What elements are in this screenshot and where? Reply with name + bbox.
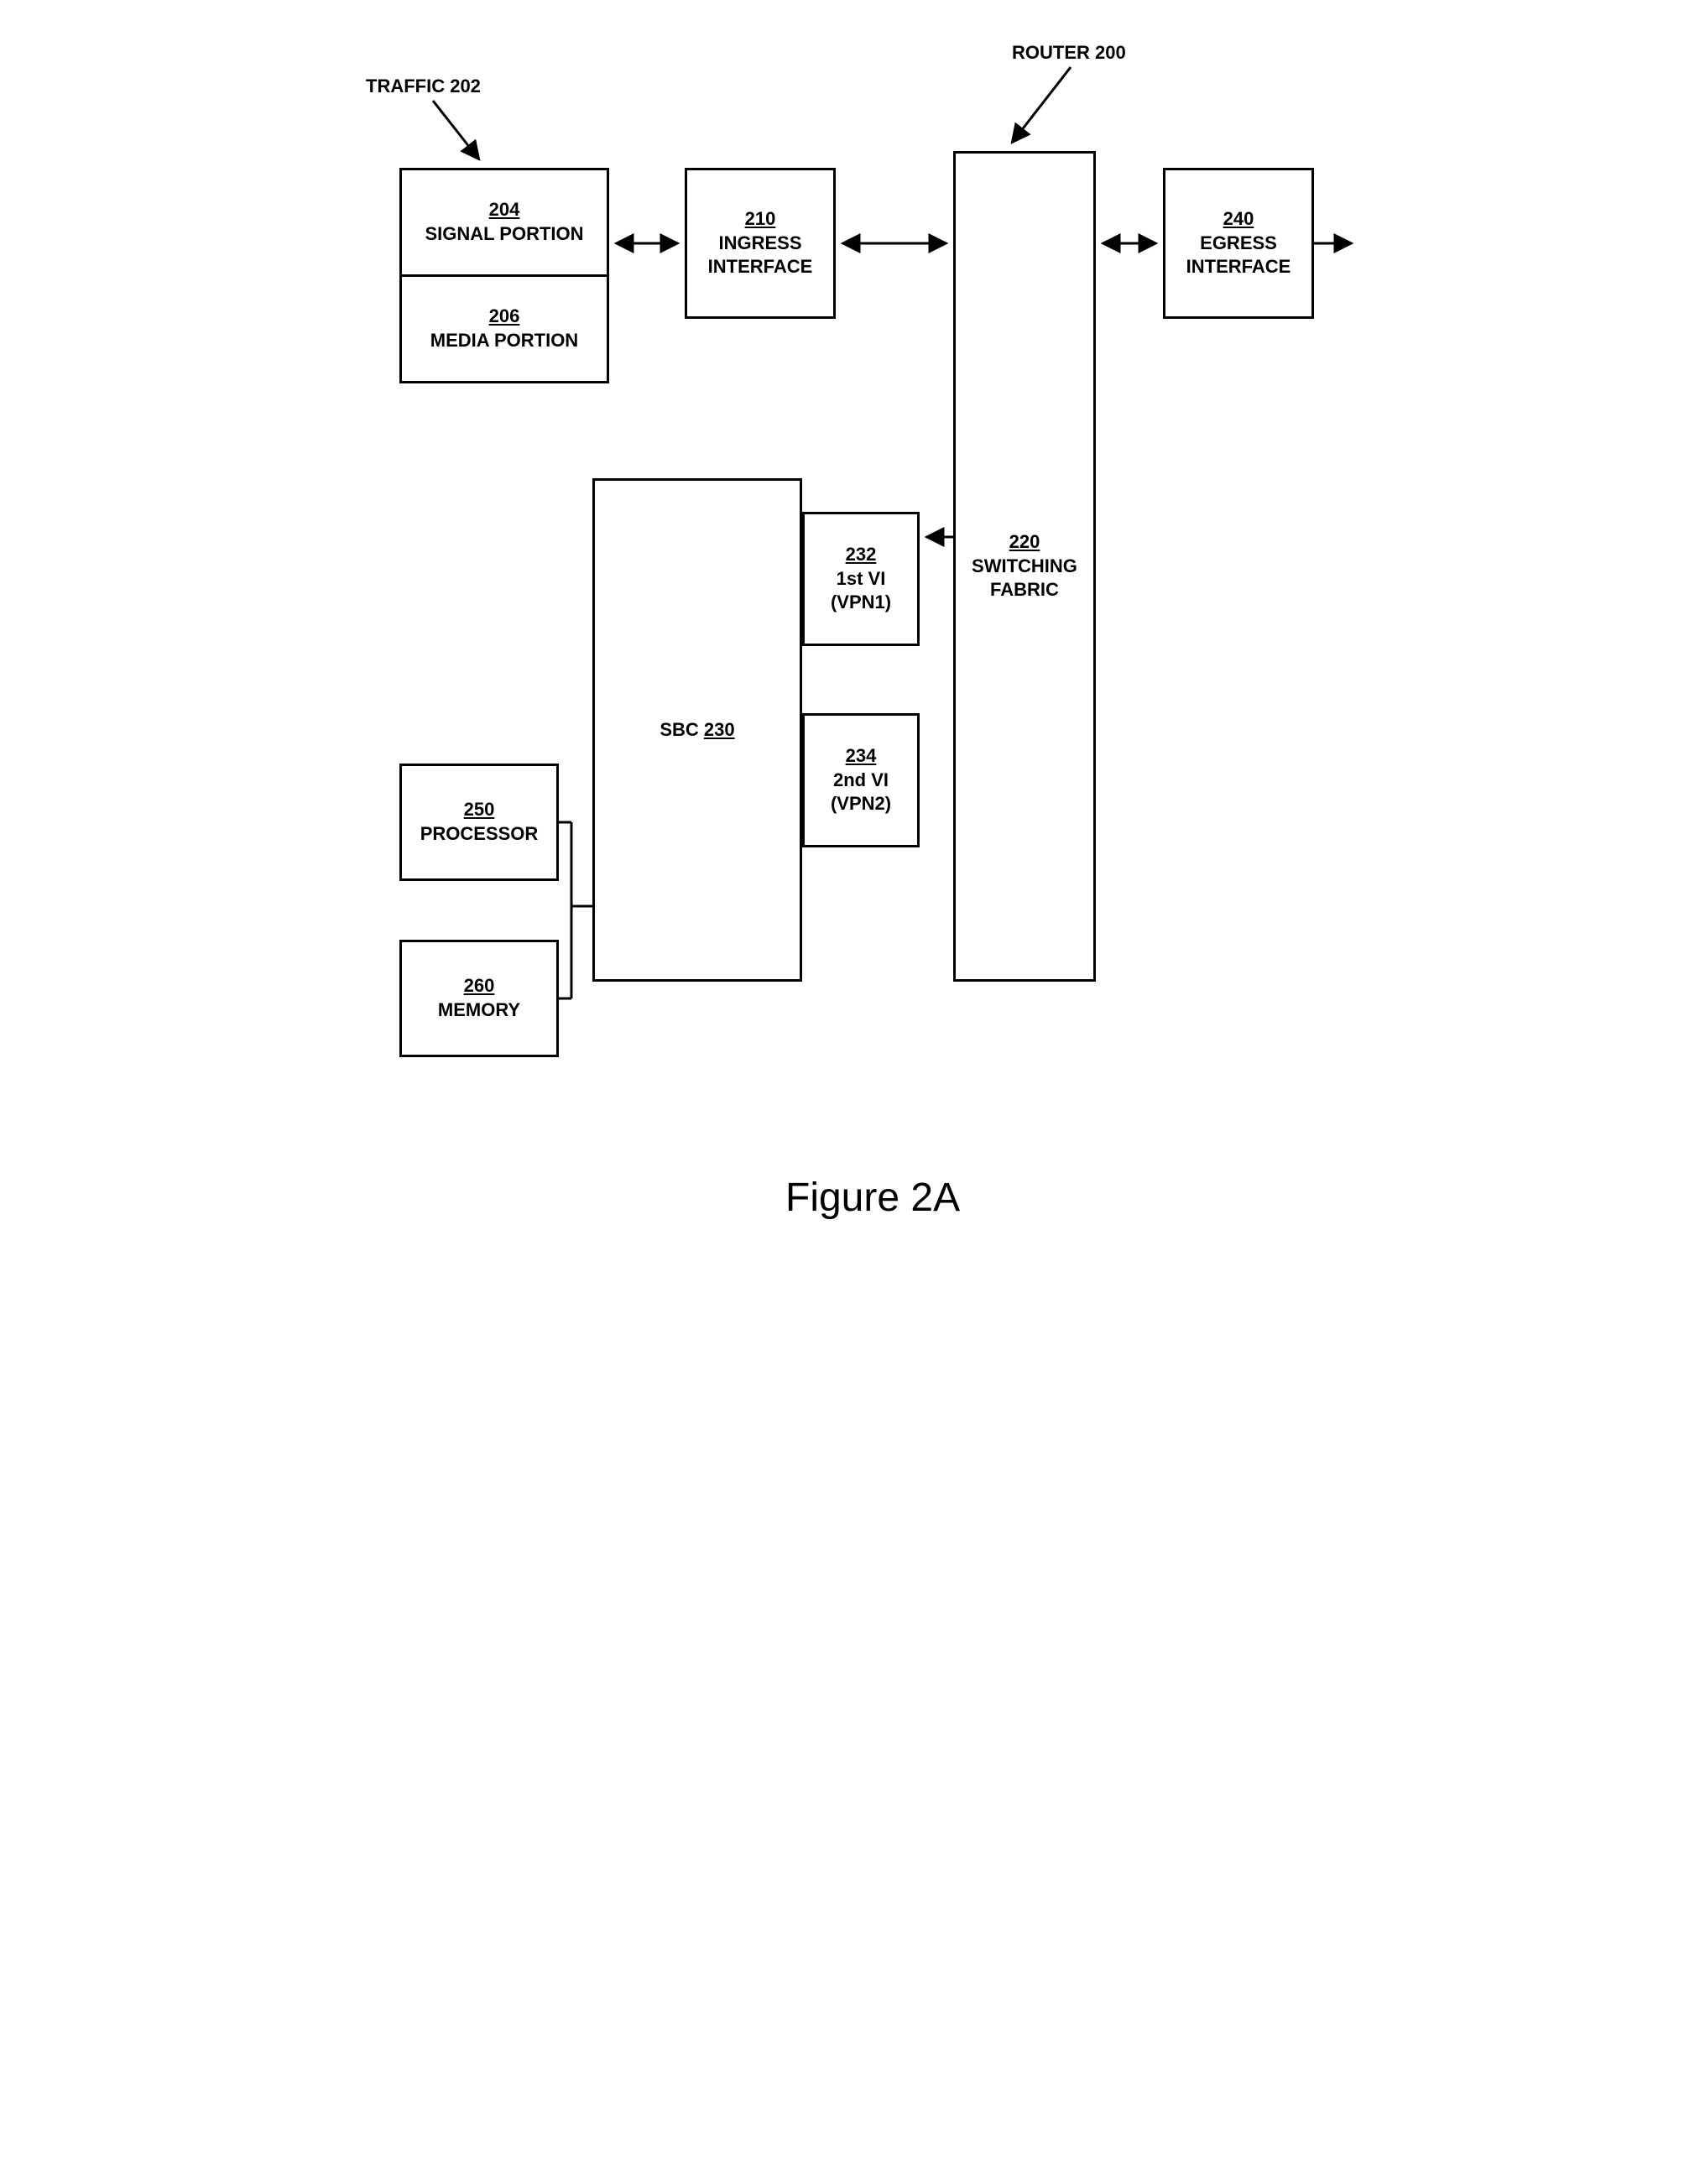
vi1-text2: (VPN1)	[831, 591, 891, 615]
traffic-label: TRAFFIC 202	[366, 76, 481, 97]
media-portion-box: 206 MEDIA PORTION	[399, 274, 609, 383]
egress-num: 240	[1223, 207, 1254, 232]
first-vi-box: 232 1st VI (VPN1)	[802, 512, 920, 646]
vi1-text1: 1st VI	[837, 567, 886, 592]
router-label: ROUTER 200	[1012, 42, 1126, 64]
processor-num: 250	[464, 798, 495, 822]
processor-text: PROCESSOR	[420, 822, 539, 847]
second-vi-box: 234 2nd VI (VPN2)	[802, 713, 920, 847]
memory-num: 260	[464, 974, 495, 998]
media-text: MEDIA PORTION	[430, 329, 578, 353]
egress-text: EGRESS INTERFACE	[1165, 232, 1311, 279]
traffic-pointer	[433, 101, 479, 159]
vi1-num: 232	[846, 543, 877, 567]
switching-text: SWITCHING FABRIC	[956, 555, 1093, 602]
switching-fabric-box: 220 SWITCHING FABRIC	[953, 151, 1096, 982]
sbc-text: SBC	[660, 719, 698, 740]
processor-box: 250 PROCESSOR	[399, 764, 559, 881]
vi2-text2: (VPN2)	[831, 792, 891, 816]
signal-num: 204	[489, 198, 520, 222]
ingress-interface-box: 210 INGRESS INTERFACE	[685, 168, 836, 319]
diagram-canvas: TRAFFIC 202 ROUTER 200 204 SIGNAL PORTIO…	[349, 34, 1356, 1326]
sbc-num: 230	[704, 719, 735, 740]
memory-box: 260 MEMORY	[399, 940, 559, 1057]
egress-interface-box: 240 EGRESS INTERFACE	[1163, 168, 1314, 319]
vi2-text1: 2nd VI	[833, 769, 889, 793]
ingress-num: 210	[745, 207, 776, 232]
switching-num: 220	[1009, 530, 1040, 555]
ingress-text: INGRESS INTERFACE	[687, 232, 833, 279]
signal-text: SIGNAL PORTION	[425, 222, 583, 247]
sbc-box: SBC 230	[592, 478, 802, 982]
signal-portion-box: 204 SIGNAL PORTION	[399, 168, 609, 277]
media-num: 206	[489, 305, 520, 329]
figure-caption: Figure 2A	[785, 1175, 960, 1221]
vi2-num: 234	[846, 744, 877, 769]
router-pointer	[1012, 67, 1071, 143]
memory-text: MEMORY	[438, 998, 520, 1023]
